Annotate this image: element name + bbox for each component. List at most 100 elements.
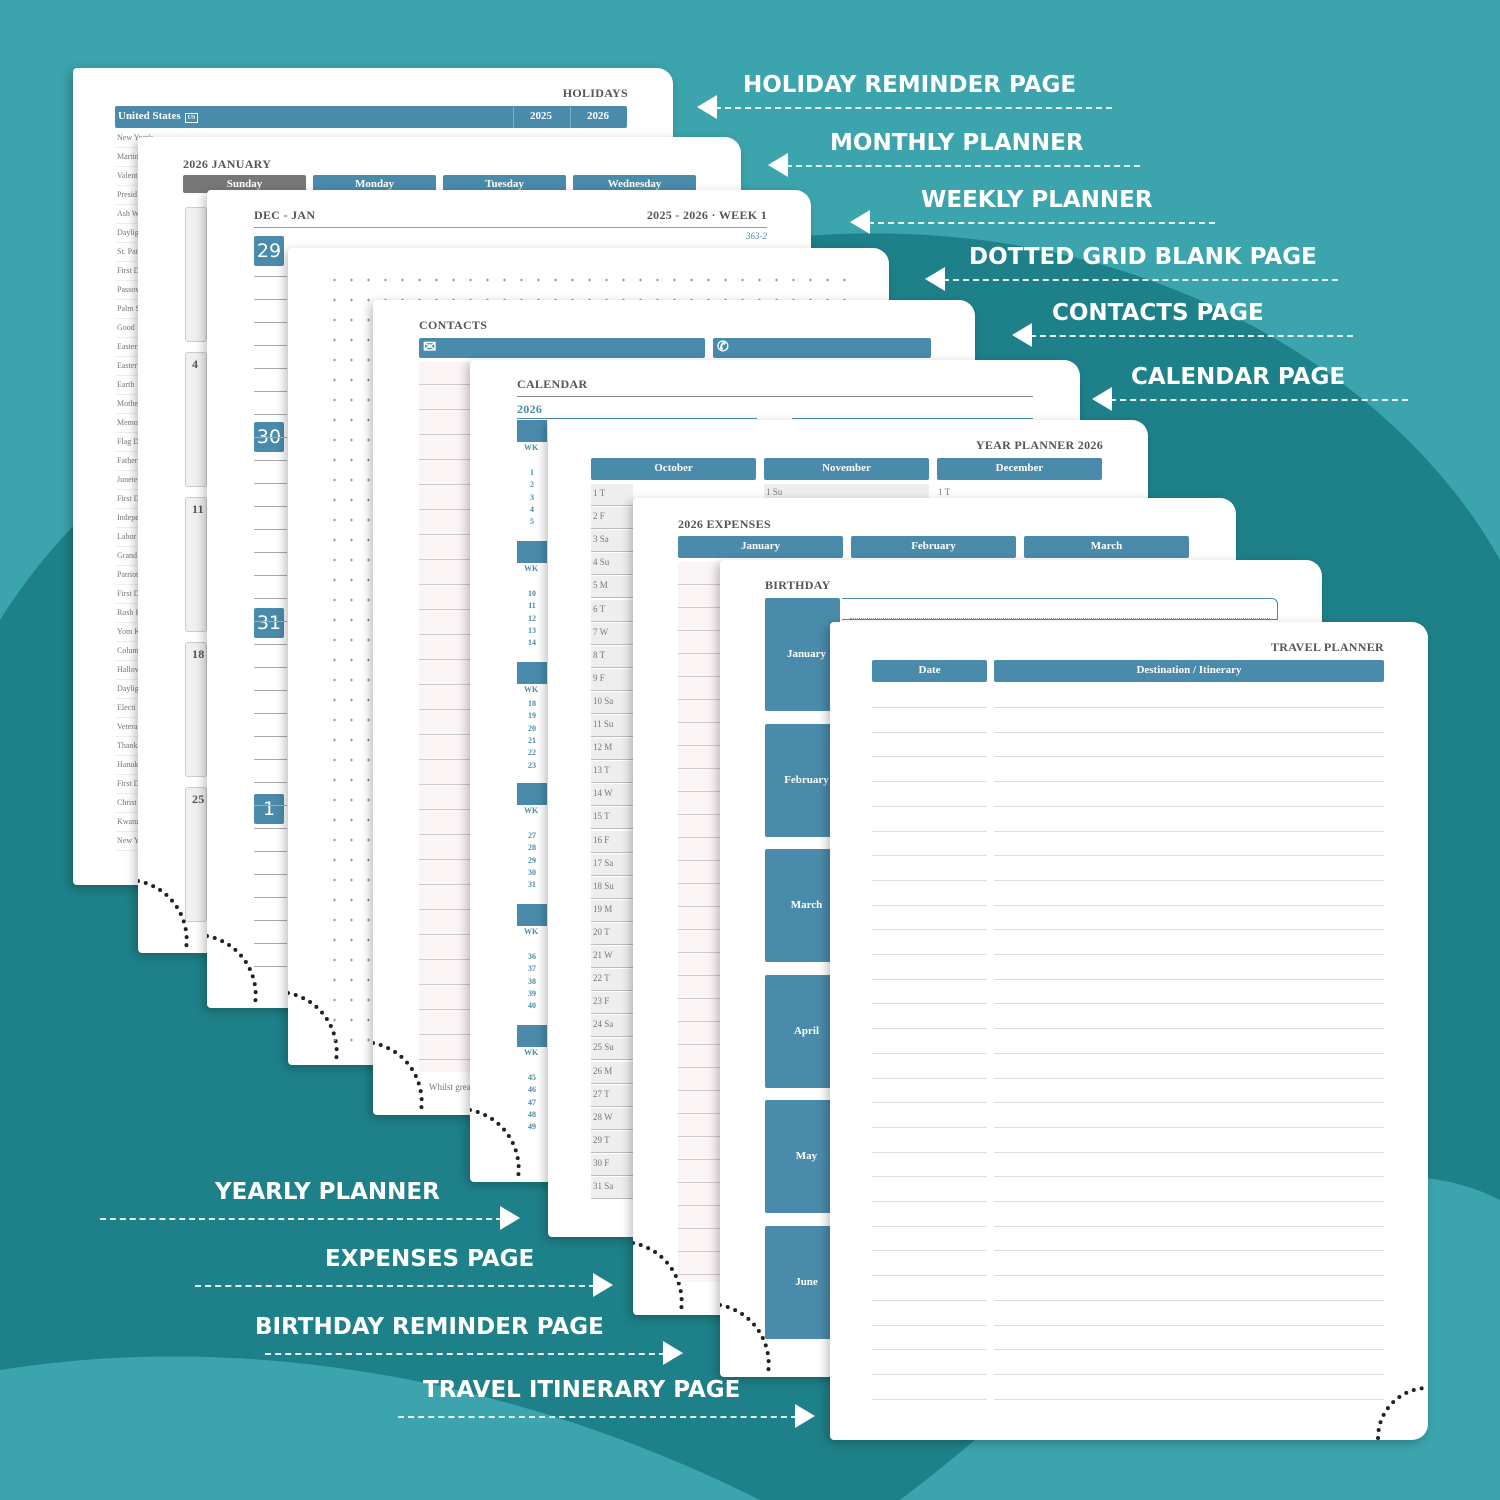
week-number: 46 bbox=[528, 1085, 536, 1095]
rule bbox=[254, 621, 287, 622]
day-cell bbox=[591, 899, 633, 921]
year: 2026 bbox=[570, 106, 625, 128]
rule bbox=[678, 1090, 720, 1091]
rule bbox=[994, 1201, 1384, 1202]
rule bbox=[419, 409, 471, 410]
rule bbox=[994, 1275, 1384, 1277]
callout-label: DOTTED GRID BLANK PAGE bbox=[969, 244, 1317, 270]
day-box bbox=[185, 352, 207, 487]
holiday-name: Christ bbox=[117, 798, 137, 807]
month-block: April bbox=[765, 974, 840, 1088]
rule bbox=[678, 975, 720, 976]
rule bbox=[419, 734, 471, 735]
rule bbox=[419, 659, 471, 660]
day-cell bbox=[591, 507, 633, 529]
week-number: 37 bbox=[528, 964, 536, 974]
rule bbox=[994, 707, 1384, 708]
holiday-name: Valent bbox=[117, 171, 138, 180]
spiral-dots bbox=[1375, 1386, 1428, 1440]
rule bbox=[254, 966, 287, 967]
day-cell bbox=[591, 484, 633, 505]
rule bbox=[254, 690, 287, 691]
day-cell bbox=[591, 946, 633, 967]
rule bbox=[994, 1052, 1384, 1054]
week-number: 13 bbox=[528, 625, 536, 635]
rule bbox=[678, 607, 720, 608]
holiday-name: Passov bbox=[117, 285, 140, 294]
rule bbox=[419, 609, 471, 610]
day: 11 Su bbox=[593, 719, 614, 729]
rule bbox=[419, 709, 471, 710]
day-cell bbox=[591, 738, 633, 760]
day: 5 M bbox=[593, 580, 608, 591]
rule bbox=[419, 1009, 471, 1010]
rule bbox=[994, 1151, 1384, 1153]
callout-line bbox=[1030, 335, 1353, 337]
holiday-name: First D bbox=[117, 266, 140, 275]
holiday-name: Daylig bbox=[117, 228, 139, 237]
holiday-name: Kwanz bbox=[117, 817, 140, 826]
rule bbox=[872, 879, 987, 881]
holiday-name: Easter bbox=[117, 342, 137, 351]
rule bbox=[419, 809, 471, 810]
holiday-name: Grand bbox=[117, 551, 137, 560]
day-count: 363-2 bbox=[746, 231, 767, 241]
dotted-row bbox=[850, 618, 1270, 619]
rule bbox=[419, 484, 471, 485]
spiral-dots bbox=[470, 1108, 521, 1180]
weekday: Tuesday bbox=[443, 175, 566, 193]
week-number: 48 bbox=[528, 1109, 536, 1119]
rule bbox=[678, 1113, 720, 1114]
day: 25 Su bbox=[593, 1042, 614, 1053]
rule bbox=[678, 929, 720, 930]
rule bbox=[419, 909, 471, 910]
date: 18 bbox=[192, 647, 205, 661]
week-number: 3 bbox=[530, 492, 534, 502]
dot-arc bbox=[470, 1108, 521, 1180]
holiday-name: Labor bbox=[117, 532, 137, 541]
country: United States bbox=[118, 110, 181, 122]
wave bbox=[0, 1356, 760, 1500]
rule bbox=[254, 667, 287, 668]
dot-arc bbox=[207, 934, 258, 1006]
day-cell bbox=[591, 1153, 633, 1175]
holiday-name: First D bbox=[117, 494, 140, 503]
holiday-name: New Year's bbox=[117, 133, 154, 142]
day-box bbox=[185, 787, 207, 922]
day: 10 Sa bbox=[593, 695, 614, 706]
day: 2 F bbox=[593, 511, 605, 522]
day-number: 29 bbox=[254, 236, 284, 266]
rule bbox=[254, 782, 287, 783]
wk-bar bbox=[517, 662, 547, 684]
day: 7 W bbox=[593, 626, 609, 637]
arrow bbox=[925, 267, 945, 291]
day-cell bbox=[591, 876, 633, 898]
rule bbox=[678, 1228, 720, 1229]
day: 19 M bbox=[593, 903, 613, 914]
callout-label: WEEKLY PLANNER bbox=[921, 187, 1153, 213]
rule bbox=[994, 1077, 1384, 1079]
rule bbox=[678, 699, 720, 700]
spiral-dots bbox=[720, 1303, 771, 1375]
rule bbox=[254, 437, 287, 438]
rule bbox=[872, 830, 987, 832]
rule bbox=[678, 906, 720, 907]
month-bar: March bbox=[1024, 536, 1189, 558]
rule bbox=[678, 630, 720, 631]
rule bbox=[872, 1102, 987, 1104]
footer-note: Whilst grea bbox=[429, 1082, 471, 1092]
day-cell bbox=[591, 922, 633, 944]
callout-label: CALENDAR PAGE bbox=[1131, 364, 1346, 390]
week-number: 4 bbox=[530, 504, 534, 514]
date: 4 bbox=[192, 357, 199, 371]
rule bbox=[678, 1182, 720, 1183]
week-number: 21 bbox=[528, 735, 536, 745]
rule bbox=[254, 575, 287, 576]
rule bbox=[678, 768, 720, 769]
holiday-name: First D bbox=[117, 779, 140, 788]
day: 16 F bbox=[593, 834, 610, 845]
callout-label: HOLIDAY REMINDER PAGE bbox=[743, 72, 1077, 98]
rule bbox=[419, 384, 471, 385]
holiday-name: Indepe bbox=[117, 513, 139, 522]
day: 8 T bbox=[593, 649, 606, 660]
